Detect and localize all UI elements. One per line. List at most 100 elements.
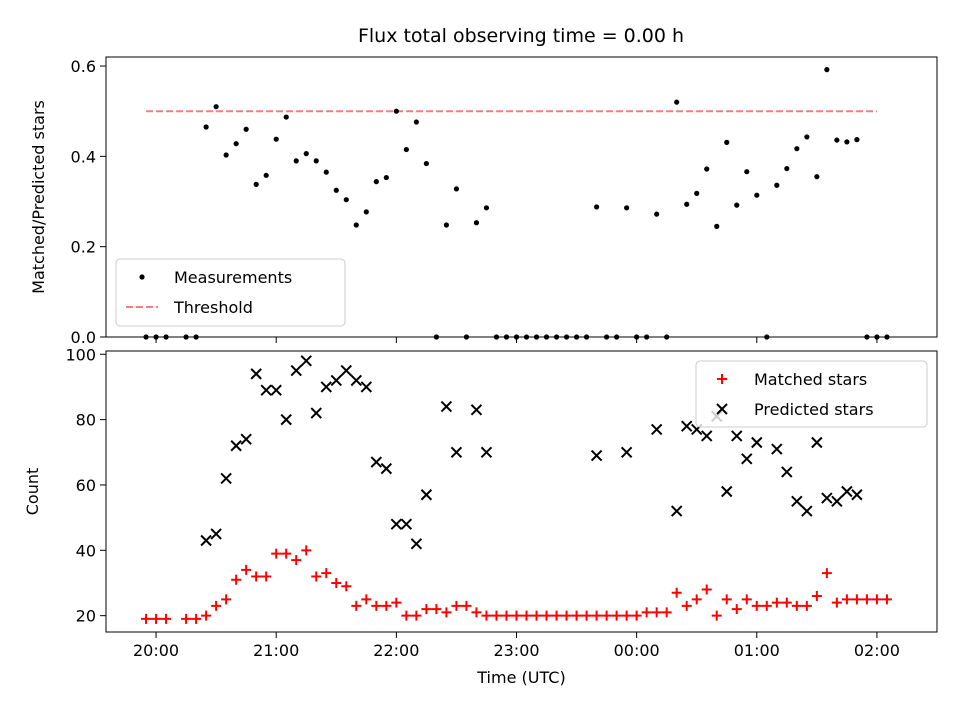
matched-star-point [731, 604, 742, 615]
predicted-star-point [831, 495, 843, 508]
predicted-star-point [240, 433, 252, 445]
measurement-point [423, 160, 429, 167]
predicted-star-point [420, 489, 433, 501]
matched-star-point [491, 610, 502, 621]
x-tick-label: 02:00 [854, 641, 900, 660]
matched-star-point [581, 610, 592, 621]
matched-star-point [321, 568, 332, 579]
measurement-point [483, 205, 490, 211]
plot-frame [105, 56, 938, 338]
predicted-star-point [200, 534, 212, 547]
matched-star-point [451, 600, 462, 611]
measurement-point [273, 136, 279, 142]
predicted-star-point [470, 404, 483, 416]
predicted-star-point [310, 407, 322, 419]
measurement-point [804, 134, 810, 140]
predicted-star-point [400, 518, 413, 530]
predicted-star-point [350, 374, 363, 387]
matched-star-point [531, 610, 542, 621]
y-tick-label: 20 [76, 607, 96, 626]
matched-star-point [571, 610, 582, 621]
predicted-star-point [290, 364, 302, 377]
x-tick-label: 20:00 [133, 641, 179, 660]
matched-star-point [401, 610, 412, 621]
measurement-point [714, 223, 720, 229]
measurement-point [784, 165, 790, 172]
predicted-star-point [300, 355, 312, 367]
matched-star-point [391, 597, 402, 608]
legend-predicted-swatch [716, 403, 728, 415]
matched-star-point [701, 584, 712, 595]
matched-star-point [761, 600, 772, 611]
measurement-point [593, 204, 600, 210]
matched-star-point [601, 610, 612, 621]
measurement-point [443, 222, 450, 228]
predicted-star-point [450, 446, 463, 458]
measurement-point [213, 104, 219, 110]
predicted-star-point [821, 492, 833, 504]
x-tick-label: 21:00 [253, 641, 299, 660]
matched-star-point [801, 600, 812, 611]
predicted-star-point [370, 456, 383, 468]
predicted-star-point [781, 466, 793, 478]
plot-frame [105, 350, 938, 633]
measurement-point [323, 169, 329, 175]
legend-label: Predicted stars [754, 400, 874, 419]
predicted-star-point [841, 485, 853, 498]
x-tick-label: 23:00 [493, 641, 539, 660]
predicted-star-point [440, 400, 453, 413]
predicted-star-point [680, 420, 693, 432]
measurement-point [243, 126, 249, 132]
predicted-star-point [721, 485, 733, 498]
legend-measurement-swatch [139, 274, 145, 280]
measurement-point [203, 124, 209, 130]
y-tick-label: 60 [76, 476, 96, 495]
measurement-point [684, 201, 690, 207]
matched-star-point [721, 594, 732, 605]
matched-star-point [461, 600, 472, 611]
top-panel: 0.0 0.2 0.4 0.6 Matched/Predicted stars Measu… [29, 56, 938, 347]
measurement-point [303, 151, 309, 157]
predicted-star-point [220, 472, 232, 485]
measurement-point [263, 172, 269, 178]
measurement-point [654, 211, 660, 217]
predicted-star-point [380, 462, 393, 475]
x-tick-label: 00:00 [614, 641, 660, 660]
legend-label: Matched stars [754, 370, 867, 389]
matched-star-point [671, 587, 682, 598]
predicted-star-point [731, 430, 743, 442]
measurement-point [624, 205, 630, 211]
measurement-point [704, 166, 710, 172]
matched-star-point [661, 607, 672, 618]
predicted-star-point [270, 384, 282, 396]
y-tick-label: 0.4 [71, 147, 96, 166]
predicted-star-point [260, 384, 272, 396]
predicted-star-point [650, 423, 663, 436]
matched-star-point [851, 594, 862, 605]
matched-star-point [561, 610, 572, 621]
predicted-star-point [791, 495, 803, 508]
predicted-star-point [320, 381, 332, 393]
matched-star-point [181, 613, 192, 624]
measurement-point [333, 187, 339, 193]
matched-star-point [771, 597, 782, 608]
matched-star-point [421, 604, 432, 615]
y-tick-label: 40 [76, 541, 96, 560]
matched-star-point [521, 610, 532, 621]
matched-star-point [691, 594, 702, 605]
matched-star-point [251, 571, 262, 582]
matched-star-point [791, 600, 802, 611]
predicted-star-point [851, 489, 863, 501]
predicted-star-point [280, 413, 292, 426]
measurement-point [453, 186, 460, 192]
y-tick-label: 0.2 [71, 238, 96, 257]
matched-star-point [501, 610, 512, 621]
matched-star-point [641, 607, 652, 618]
matched-star-point [241, 564, 252, 575]
matched-star-point [741, 594, 752, 605]
matched-star-point [511, 610, 522, 621]
matched-star-point [341, 581, 352, 592]
matched-star-point [211, 600, 222, 611]
x-axis-title: Time (UTC) [476, 668, 565, 687]
